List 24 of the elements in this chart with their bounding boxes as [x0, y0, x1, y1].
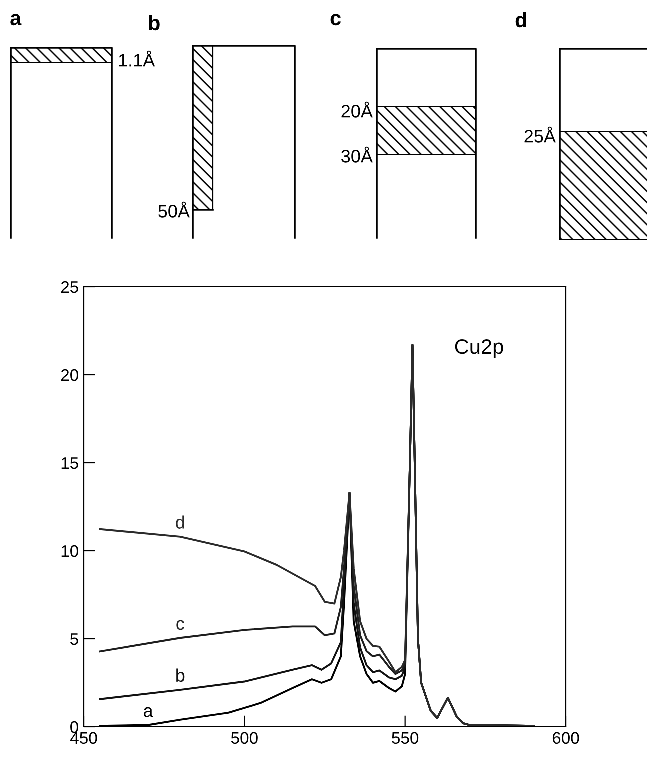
- y-tick-label: 20: [61, 369, 78, 382]
- x-tick-label: 500: [231, 732, 258, 744]
- series-label: d: [176, 516, 184, 529]
- y-tick-label: 5: [70, 634, 78, 646]
- text: 50Å: [158, 202, 190, 218]
- text: d: [516, 12, 526, 28]
- x-tick-label: 600: [552, 732, 580, 744]
- text: 1.1Å: [119, 50, 156, 67]
- series-label: a: [144, 707, 154, 718]
- y-tick-label: 0: [70, 721, 78, 734]
- y-tick-label: 15: [62, 458, 78, 470]
- text: 25Å: [524, 126, 556, 143]
- text: c: [330, 14, 341, 26]
- text: a: [10, 14, 22, 26]
- series-label: c: [176, 620, 184, 630]
- text: 30Å: [342, 146, 373, 163]
- y-tick-label: 10: [62, 545, 78, 558]
- series-label: b: [176, 668, 185, 682]
- annotation: Cu2p: [455, 339, 504, 358]
- text: b: [149, 15, 160, 31]
- x-tick-label: 550: [392, 732, 419, 744]
- text: 20Å: [342, 102, 373, 118]
- y-tick-label: 25: [61, 281, 78, 294]
- x-tick-label: 450: [70, 732, 98, 744]
